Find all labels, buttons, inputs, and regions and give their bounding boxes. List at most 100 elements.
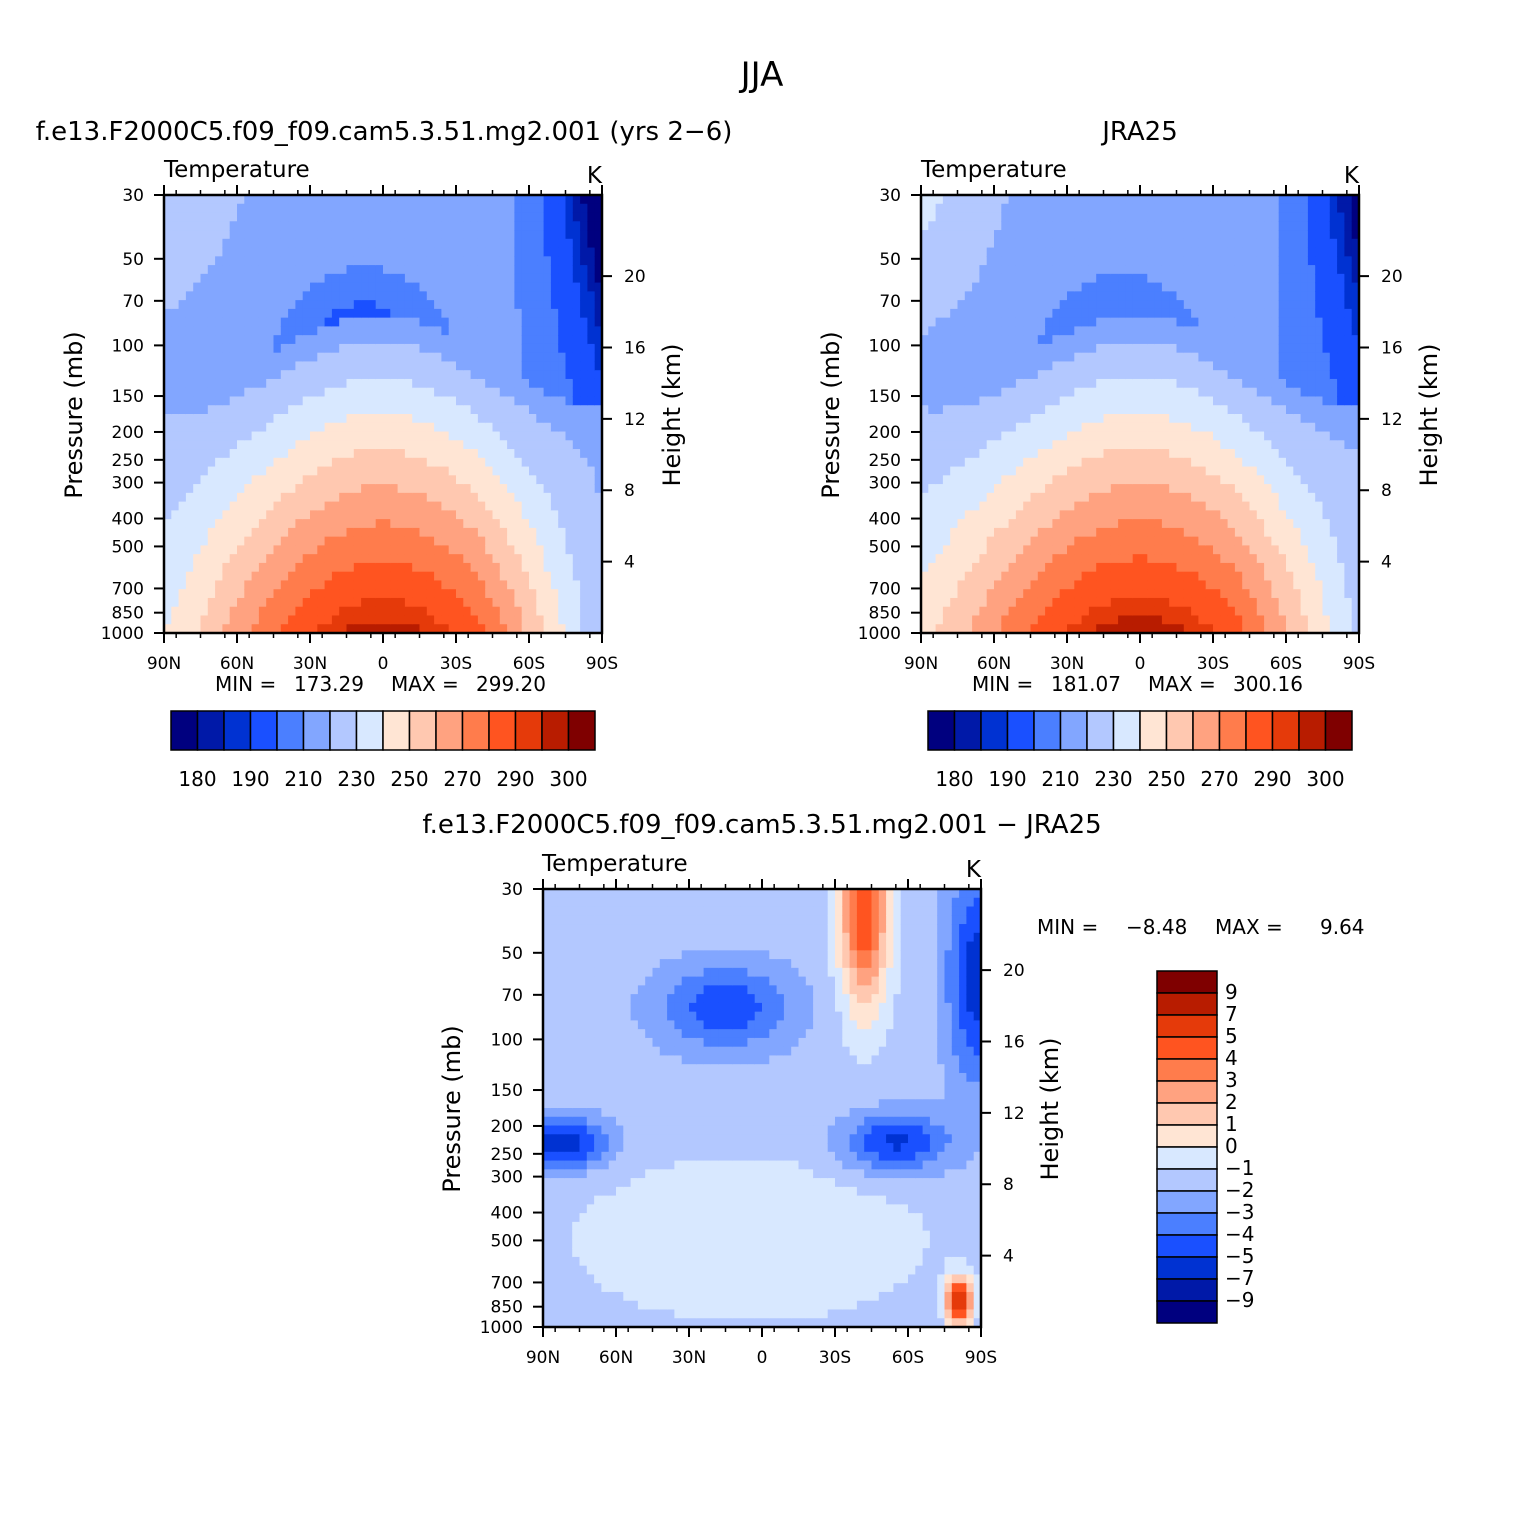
contour-cell: [339, 457, 348, 468]
contour-cell: [499, 343, 508, 354]
contour-cell: [353, 554, 362, 564]
contour-cell: [339, 466, 348, 476]
contour-cell: [1161, 475, 1170, 485]
contour-cell: [507, 230, 515, 240]
contour-cell: [1074, 300, 1083, 310]
contour-cell: [200, 440, 209, 450]
contour-cell: [521, 273, 530, 284]
contour-cell: [441, 597, 450, 608]
contour-cell: [558, 221, 567, 231]
contour-cell: [1169, 501, 1178, 511]
contour-cell: [1176, 615, 1185, 625]
contour-cell: [514, 545, 523, 555]
contour-cell: [266, 230, 275, 240]
contour-cell: [207, 431, 216, 441]
contour-cell: [1118, 580, 1126, 590]
contour-cell: [164, 335, 172, 345]
contour-cell: [361, 414, 369, 424]
contour-cell: [207, 554, 216, 564]
contour-cell: [456, 422, 464, 433]
contour-cell: [353, 536, 362, 546]
contour-cell: [1096, 501, 1105, 511]
contour-cell: [266, 475, 275, 485]
contour-cell: [339, 615, 348, 625]
contour-cell: [448, 431, 457, 441]
contour-cell: [942, 247, 951, 257]
contour-cell: [419, 273, 428, 284]
contour-cell: [310, 457, 318, 468]
contour-cell: [1176, 265, 1185, 275]
contour-cell: [1096, 606, 1105, 617]
panel-obs-subtitle: Temperature: [920, 157, 1067, 183]
contour-cell: [463, 361, 472, 371]
contour-cell: [375, 396, 384, 406]
contour-cell: [1067, 606, 1075, 617]
contour-cell: [295, 405, 304, 415]
contour-cell: [1118, 378, 1126, 389]
contour-cell: [1045, 195, 1053, 205]
contour-cell: [1030, 580, 1039, 590]
contour-cell: [536, 510, 545, 520]
colorbar-box: [567, 710, 596, 751]
contour-cell: [986, 387, 995, 398]
contour-cell: [587, 536, 596, 546]
contour-cell: [972, 536, 980, 546]
contour-cell: [317, 361, 326, 371]
contour-cell: [375, 247, 384, 257]
contour-cell: [397, 370, 406, 380]
contour-cell: [928, 378, 937, 389]
contour-cell: [353, 282, 362, 292]
contour-cell: [964, 265, 973, 275]
contour-cell: [412, 195, 421, 205]
contour-cell: [587, 466, 596, 476]
contour-cell: [492, 449, 501, 459]
contour-cell: [1169, 230, 1178, 240]
contour-cell: [310, 492, 318, 503]
contour-cell: [412, 387, 421, 398]
contour-cell: [448, 597, 457, 608]
contour-cell: [368, 414, 377, 424]
contour-cell: [368, 536, 377, 546]
contour-cell: [1030, 615, 1039, 625]
contour-cell: [499, 440, 508, 450]
contour-cell: [1008, 554, 1017, 564]
contour-cell: [346, 343, 355, 354]
contour-cell: [1140, 440, 1148, 450]
contour-cell: [1052, 440, 1061, 450]
contour-cell: [1067, 431, 1075, 441]
contour-cell: [950, 492, 959, 503]
contour-cell: [397, 203, 406, 214]
contour-cell: [921, 501, 929, 511]
contour-cell: [331, 308, 340, 319]
contour-cell: [1023, 545, 1032, 555]
contour-cell: [346, 361, 355, 371]
contour-cell: [565, 431, 574, 441]
contour-cell: [1147, 291, 1156, 301]
contour-cell: [266, 317, 275, 327]
contour-cell: [1088, 326, 1097, 336]
contour-cell: [302, 571, 311, 582]
contour-cell: [485, 238, 494, 249]
contour-cell: [1140, 212, 1148, 222]
contour-cell: [178, 484, 187, 494]
panel-model-ylabel: Pressure (mb): [60, 331, 88, 498]
contour-cell: [426, 203, 435, 214]
contour-cell: [972, 405, 980, 415]
contour-cell: [404, 291, 413, 301]
contour-cell: [529, 387, 537, 398]
contour-cell: [229, 597, 238, 608]
contour-cell: [331, 492, 340, 503]
contour-cell: [1059, 300, 1068, 310]
contour-cell: [1176, 405, 1185, 415]
contour-cell: [1154, 326, 1163, 336]
contour-cell: [921, 326, 929, 336]
contour-cell: [1052, 230, 1061, 240]
contour-cell: [244, 606, 253, 617]
contour-cell: [558, 615, 567, 625]
contour-cell: [390, 422, 399, 433]
contour-cell: [361, 527, 369, 538]
contour-cell: [580, 247, 588, 257]
contour-cell: [339, 501, 348, 511]
contour-cell: [215, 492, 223, 503]
contour-cell: [412, 414, 421, 424]
